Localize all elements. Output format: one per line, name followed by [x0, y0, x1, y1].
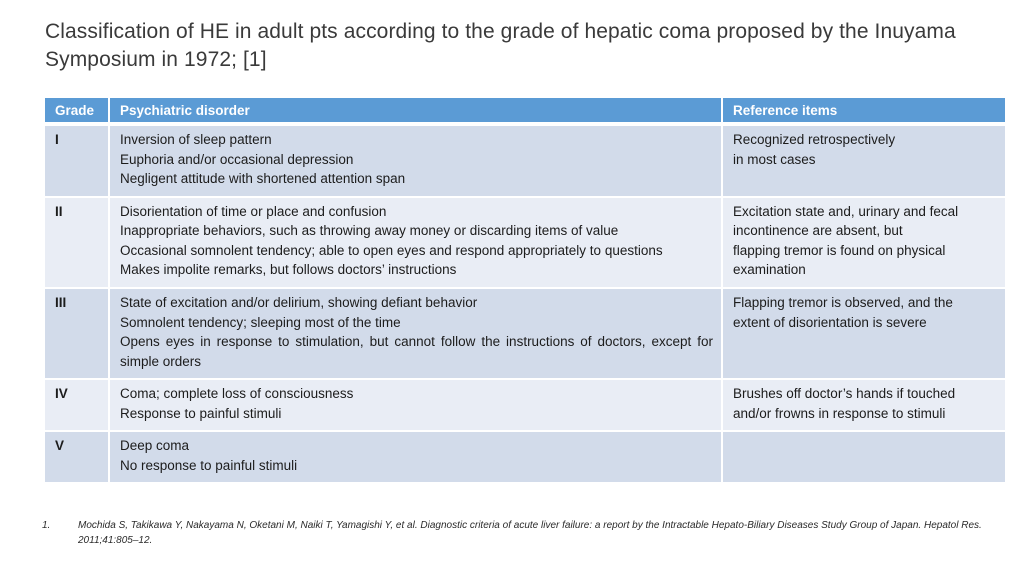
reference-items-cell: Brushes off doctor’s hands if touched and…	[723, 380, 1005, 433]
psychiatric-disorder-cell: Disorientation of time or place and conf…	[110, 197, 723, 289]
reference-items-cell: Recognized retrospectively in most cases	[723, 126, 1005, 198]
disorder-line: Deep coma	[120, 438, 190, 454]
page-title: Classification of HE in adult pts accord…	[45, 20, 956, 71]
reference-line: Excitation state and, urinary and fecal	[733, 203, 959, 219]
reference-line: Brushes off doctor’s hands if touched	[733, 386, 956, 402]
grade-cell: V	[45, 432, 110, 485]
footnote-citation: Mochida S, Takikawa Y, Nakayama N, Oketa…	[78, 518, 982, 548]
reference-line: flapping tremor is found on physical	[733, 242, 946, 258]
disorder-line: Somnolent tendency; sleeping most of the…	[120, 314, 401, 330]
table-row: II Disorientation of time or place and co…	[45, 197, 1005, 289]
table-row: I Inversion of sleep pattern Euphoria and/…	[45, 126, 1005, 198]
column-header-reference-items: Reference items	[723, 98, 1005, 126]
reference-line: Recognized retrospectively	[733, 132, 896, 147]
reference-items-cell	[723, 432, 1005, 485]
table-row: IV Coma; complete loss of consciousness Re…	[45, 380, 1005, 433]
reference-line: and/or frowns in response to stimuli	[733, 405, 946, 421]
disorder-line: No response to painful stimuli	[120, 457, 298, 473]
disorder-line: Negligent attitude with shortened attent…	[120, 171, 406, 187]
grade-cell: II	[45, 197, 110, 289]
disorder-line: Response to painful stimuli	[120, 405, 282, 421]
table-row: III State of excitation and/or delirium, …	[45, 288, 1005, 381]
disorder-line: Inversion of sleep pattern	[120, 132, 272, 147]
disorder-line: Occasional somnolent tendency; able to o…	[120, 242, 663, 258]
reference-line: in most cases	[733, 151, 816, 167]
classification-table: Grade Psychiatric disorder Reference ite…	[45, 98, 1005, 485]
grade-cell: I	[45, 126, 110, 198]
disorder-line: Makes impolite remarks, but follows doct…	[120, 262, 457, 278]
disorder-line: Euphoria and/or occasional depression	[120, 151, 354, 167]
column-header-grade: Grade	[45, 98, 110, 126]
disorder-line: Opens eyes in response to stimulation, b…	[120, 334, 713, 369]
reference-line: incontinence are absent, but	[733, 223, 903, 239]
disorder-line: Inappropriate behaviors, such as throwin…	[120, 223, 619, 239]
disorder-line: Disorientation of time or place and conf…	[120, 203, 387, 219]
psychiatric-disorder-cell: Inversion of sleep pattern Euphoria and/o…	[110, 126, 723, 198]
disorder-line: Coma; complete loss of consciousness	[120, 386, 354, 402]
psychiatric-disorder-cell: State of excitation and/or delirium, sho…	[110, 288, 723, 381]
table-body: I Inversion of sleep pattern Euphoria and/…	[45, 126, 1005, 485]
table-row: V Deep coma No response to painful stimuli	[45, 432, 1005, 485]
table-header-row: Grade Psychiatric disorder Reference ite…	[45, 98, 1005, 126]
table-header: Grade Psychiatric disorder Reference ite…	[45, 98, 1005, 126]
footnote-line-2: 2011;41:805–12.	[78, 535, 153, 546]
footnote-number: 1.	[42, 520, 51, 531]
reference-line: Flapping tremor is observed, and the	[733, 294, 953, 310]
psychiatric-disorder-cell: Deep coma No response to painful stimuli	[110, 432, 723, 485]
footnote-line-1: Mochida S, Takikawa Y, Nakayama N, Oketa…	[78, 520, 982, 531]
psychiatric-disorder-cell: Coma; complete loss of consciousness Resp…	[110, 380, 723, 433]
reference-items-cell: Excitation state and, urinary and fecal i…	[723, 197, 1005, 289]
grade-cell: IV	[45, 380, 110, 433]
disorder-line: State of excitation and/or delirium, sho…	[120, 294, 478, 310]
grade-cell: III	[45, 288, 110, 381]
footnote: 1. Mochida S, Takikawa Y, Nakayama N, Ok…	[42, 518, 982, 548]
reference-items-cell: Flapping tremor is observed, and the exte…	[723, 288, 1005, 381]
reference-line: examination	[733, 262, 806, 278]
reference-line: extent of disorientation is severe	[733, 314, 927, 330]
column-header-psychiatric-disorder: Psychiatric disorder	[110, 98, 723, 126]
